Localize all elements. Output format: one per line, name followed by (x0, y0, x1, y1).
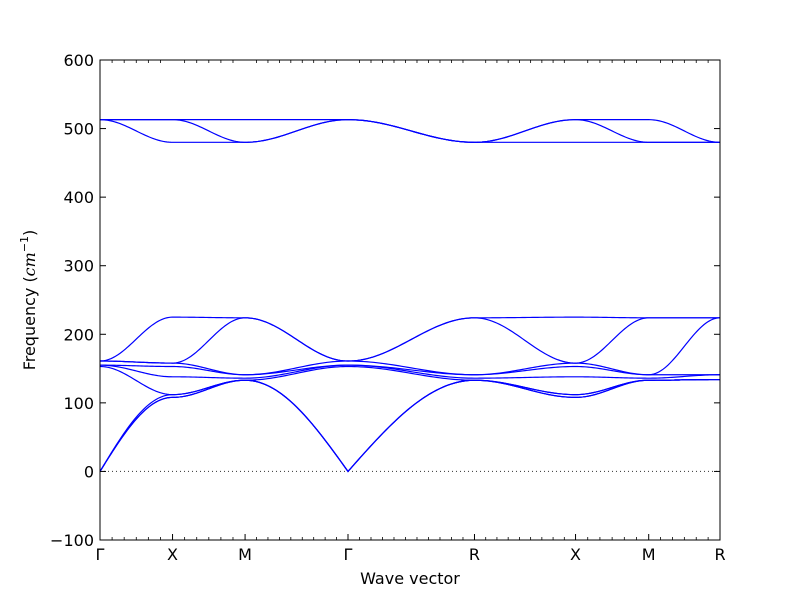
phonon-branch-12 (99, 378, 720, 473)
y-axis-title: Frequency (cm−1) (18, 230, 39, 371)
x-tick-label: Γ (344, 545, 353, 564)
x-tick-label: X (570, 545, 581, 564)
y-tick-label: 600 (63, 51, 94, 70)
y-axis-title-close: ) (20, 230, 39, 236)
x-axis-title: Wave vector (360, 569, 460, 588)
y-tick-label: 400 (63, 188, 94, 207)
y-axis-title-exponent: −1 (18, 236, 31, 252)
phonon-branch-5 (100, 317, 720, 364)
x-tick-label: Γ (96, 545, 105, 564)
x-minor-ticks (111, 60, 709, 540)
y-tick-label: 300 (63, 257, 94, 276)
y-tick-label: −100 (50, 531, 94, 550)
x-tick-label: R (714, 545, 725, 564)
x-tick-label: R (469, 545, 480, 564)
y-ticks: −100 0 100 200 300 400 500 600 (50, 51, 720, 550)
y-axis-title-unit: cm (20, 252, 39, 276)
y-tick-label: 500 (63, 120, 94, 139)
phonon-branch-8 (99, 364, 721, 379)
x-tick-label: X (167, 545, 178, 564)
x-tick-label: M (642, 545, 656, 564)
y-axis-title-text: Frequency ( (20, 276, 39, 370)
phonon-branch-7 (100, 364, 720, 376)
y-tick-label: 0 (84, 462, 94, 481)
y-tick-label: 100 (63, 394, 94, 413)
series-layer (99, 119, 721, 473)
phonon-branch-3 (99, 119, 720, 143)
plot-frame (99, 59, 721, 541)
x-tick-label: M (238, 545, 252, 564)
y-tick-label: 200 (63, 325, 94, 344)
